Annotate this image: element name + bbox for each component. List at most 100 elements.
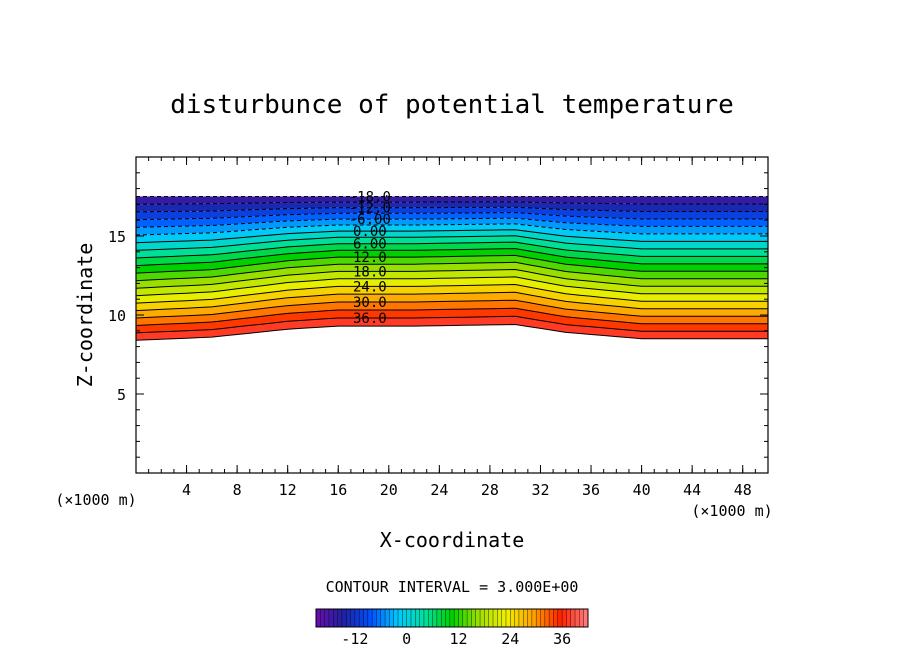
colorbar-cell: [488, 609, 494, 627]
colorbar-cell: [428, 609, 433, 627]
contour-band: [136, 242, 768, 266]
x-tick-label: 44: [683, 481, 701, 499]
contour-label: 24.0: [353, 279, 387, 295]
contour-line: [136, 315, 768, 334]
contour-line: [136, 201, 768, 205]
colorbar-cell: [475, 609, 481, 627]
colorbar-cell: [359, 609, 364, 627]
colorbar-cell: [505, 609, 511, 627]
contour-line: [136, 283, 768, 304]
colorbar-cell: [449, 609, 455, 627]
contour-lines: [136, 196, 768, 341]
colorbar-cell: [462, 609, 468, 627]
contour-band: [136, 196, 768, 205]
colorbar-cell: [493, 609, 498, 627]
contour-line: [136, 307, 768, 326]
chart-title: disturbunce of potential temperature: [170, 90, 734, 120]
contour-label: 18.0: [353, 264, 387, 280]
colorbar-cell: [583, 609, 589, 627]
colorbar-tick-label: 36: [553, 630, 571, 648]
colorbar-cell: [328, 609, 334, 627]
colorbar-cell: [363, 609, 369, 627]
colorbar-cell: [570, 609, 576, 627]
colorbar-cell: [454, 609, 459, 627]
colorbar-cell: [376, 609, 382, 627]
contour-band: [136, 229, 768, 251]
contour-line: [136, 268, 768, 289]
x-axis-label: X-coordinate: [380, 528, 525, 552]
contour-line: [136, 254, 768, 274]
contour-band: [136, 292, 768, 318]
colorbar-cell: [579, 609, 584, 627]
x-tick-label: 32: [531, 481, 549, 499]
contour-line: [136, 299, 768, 319]
colorbar-cell: [441, 609, 446, 627]
colorbar-cell: [423, 609, 429, 627]
colorbar-cell: [333, 609, 338, 627]
contour-label: -18.0: [349, 190, 391, 206]
colorbar-cell: [549, 609, 554, 627]
contour-band: [136, 223, 768, 243]
contour-band: [136, 316, 768, 341]
contour-label: 12.0: [353, 250, 387, 266]
colorbar-cell: [497, 609, 502, 627]
contour-band: [136, 248, 768, 274]
contour-line: [136, 291, 768, 312]
contour-band: [136, 201, 768, 212]
y-axis-unit: (×1000 m): [55, 491, 136, 509]
colorbar-cell: [324, 609, 330, 627]
colorbar-cell: [540, 609, 546, 627]
contour-band: [136, 269, 768, 296]
colorbar-cell: [523, 609, 528, 627]
contour-line: [136, 217, 768, 228]
colorbar-cell: [316, 609, 321, 627]
x-tick-label: 12: [279, 481, 297, 499]
colorbar-cell: [354, 609, 360, 627]
colorbar-tick-label: 12: [449, 630, 467, 648]
contour-band: [136, 276, 768, 304]
contour-labels: -18.0-12.0-6.000.006.0012.018.024.030.03…: [349, 190, 391, 327]
contour-line: [136, 261, 768, 282]
contour-line: [136, 248, 768, 267]
contour-interval-text: CONTOUR INTERVAL = 3.000E+00: [326, 578, 579, 596]
contour-band: [136, 255, 768, 281]
colorbar-cell: [372, 609, 377, 627]
colorbar-cell: [432, 609, 438, 627]
contour-label: 36.0: [353, 311, 387, 327]
colorbar-cell: [514, 609, 520, 627]
colorbar-cell: [510, 609, 515, 627]
x-tick-label: 36: [582, 481, 600, 499]
y-axis-ticks: 5 10 15: [108, 172, 768, 458]
colorbar-cell: [527, 609, 533, 627]
colorbar-cell: [518, 609, 524, 627]
colorbar-cell: [320, 609, 325, 627]
contour-line: [136, 276, 768, 297]
contour-line: [136, 206, 768, 213]
contour-label: -12.0: [349, 201, 391, 217]
colorbar-cell: [575, 609, 580, 627]
x-tick-label: 28: [481, 481, 499, 499]
colorbar-tick-label: 0: [402, 630, 411, 648]
contour-band: [136, 308, 768, 333]
contour-label: 30.0: [353, 295, 387, 311]
colorbar-cell: [501, 609, 507, 627]
colorbar-cell: [436, 609, 442, 627]
x-tick-label: 4: [182, 481, 191, 499]
y-axis-label: Z-coordinate: [73, 243, 97, 388]
x-tick-label: 40: [633, 481, 651, 499]
colorbar-cell: [389, 609, 395, 627]
x-tick-label: 20: [380, 481, 398, 499]
colorbar-cell: [480, 609, 485, 627]
y-tick-label: 10: [108, 307, 126, 325]
colorbar-cell: [536, 609, 541, 627]
colorbar-cell: [350, 609, 356, 627]
contour-band: [136, 207, 768, 220]
contour-band: [136, 284, 768, 311]
colorbar-cell: [566, 609, 572, 627]
colorbar: -12 0 12 24 36: [315, 608, 589, 648]
colorbar-cell: [467, 609, 472, 627]
x-tick-label: 8: [233, 481, 242, 499]
y-tick-label: 5: [117, 386, 126, 404]
contour-line: [136, 235, 768, 251]
